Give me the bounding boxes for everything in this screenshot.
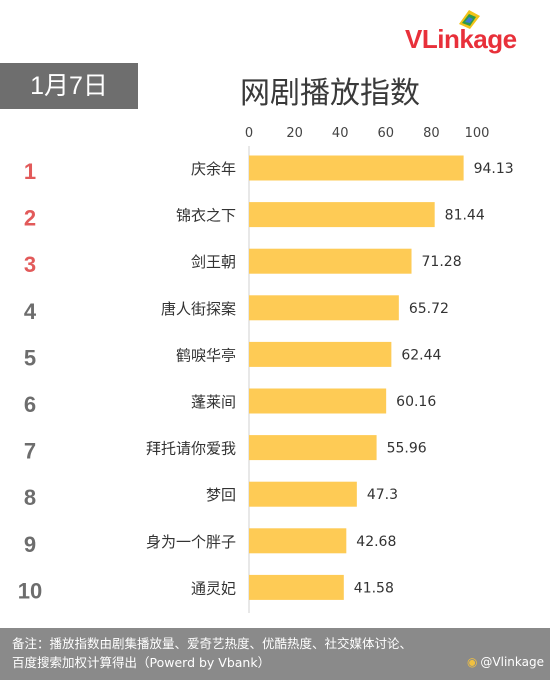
data-bar: [249, 295, 399, 321]
data-bar: [249, 388, 387, 414]
logo-text: VLinkage: [405, 24, 517, 55]
weibo-watermark: ◉ @Vlinkage: [467, 653, 544, 672]
category-label: 梦回: [206, 486, 236, 504]
footer-note-line2: 百度搜索加权计算得出（Powerd by Vbank）: [12, 655, 271, 670]
x-tick-label: 0: [245, 126, 253, 141]
x-tick-label: 20: [286, 126, 303, 141]
rank-number: 3: [24, 252, 36, 277]
data-bar: [249, 574, 344, 600]
rank-number: 1: [24, 159, 36, 184]
value-label: 71.28: [422, 254, 462, 270]
value-label: 94.13: [474, 161, 514, 177]
logo-text-part2: age: [473, 24, 517, 54]
value-label: 55.96: [387, 441, 427, 457]
vlinkage-logo: VLinkage: [405, 8, 545, 56]
value-label: 47.3: [367, 487, 398, 503]
data-bar: [249, 341, 392, 367]
x-tick-label: 60: [378, 126, 395, 141]
value-label: 65.72: [409, 301, 449, 317]
category-label: 锦衣之下: [176, 207, 236, 225]
x-tick-label: 80: [423, 126, 440, 141]
rank-number: 5: [24, 345, 36, 370]
category-label: 通灵妃: [191, 579, 236, 597]
rank-number: 10: [18, 578, 42, 603]
value-label: 60.16: [396, 394, 436, 410]
category-label: 蓬莱间: [191, 393, 236, 411]
value-label: 62.44: [401, 347, 441, 363]
data-bar: [249, 481, 357, 507]
category-label: 鹤唳华亭: [176, 346, 236, 364]
footer-note-line1: 备注：播放指数由剧集播放量、爱奇艺热度、优酷热度、社交媒体讨论、: [12, 636, 413, 651]
x-tick-label: 100: [465, 126, 490, 141]
rank-number: 2: [24, 206, 36, 231]
data-bar: [249, 248, 412, 274]
weibo-icon: ◉: [466, 655, 478, 669]
data-bar: [249, 202, 435, 228]
rank-number: 8: [24, 485, 36, 510]
logo-mark-icon: [459, 10, 480, 29]
watermark-text: @Vlinkage: [480, 655, 544, 669]
chart-title: 网剧播放指数: [240, 76, 420, 111]
data-bar: [249, 528, 347, 554]
date-tag: 1月7日: [0, 63, 138, 109]
data-bar: [249, 155, 464, 181]
rank-number: 6: [24, 392, 36, 417]
category-label: 庆余年: [191, 160, 236, 178]
bar-chart: 0 20 40 60 80 100 1 庆余年 94.13 2 锦衣之下 81.44 3 剑王朝 71.28…: [18, 126, 514, 613]
x-tick-label: 40: [332, 126, 349, 141]
footer: 备注：播放指数由剧集播放量、爱奇艺热度、优酷热度、社交媒体讨论、 百度搜索加权计…: [0, 628, 550, 680]
category-label: 唐人街探案: [161, 300, 236, 318]
value-label: 41.58: [354, 580, 394, 596]
rank-number: 9: [24, 532, 36, 557]
category-label: 身为一个胖子: [146, 533, 236, 551]
rank-number: 4: [24, 299, 37, 324]
logo-text-part1: VLink: [405, 24, 474, 54]
value-label: 42.68: [356, 534, 396, 550]
rank-number: 7: [24, 439, 36, 464]
category-label: 剑王朝: [191, 253, 236, 271]
category-label: 拜托请你爱我: [146, 440, 236, 458]
value-label: 81.44: [445, 208, 485, 224]
data-bar: [249, 435, 377, 461]
